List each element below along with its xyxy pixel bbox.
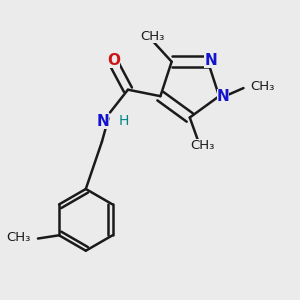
- Text: N: N: [217, 89, 230, 104]
- Text: N: N: [97, 114, 110, 129]
- Text: H: H: [118, 114, 129, 128]
- Text: CH₃: CH₃: [250, 80, 274, 93]
- Text: CH₃: CH₃: [6, 231, 31, 244]
- Text: N: N: [204, 52, 217, 68]
- Text: CH₃: CH₃: [190, 139, 215, 152]
- Text: O: O: [107, 52, 120, 68]
- Text: CH₃: CH₃: [140, 30, 164, 43]
